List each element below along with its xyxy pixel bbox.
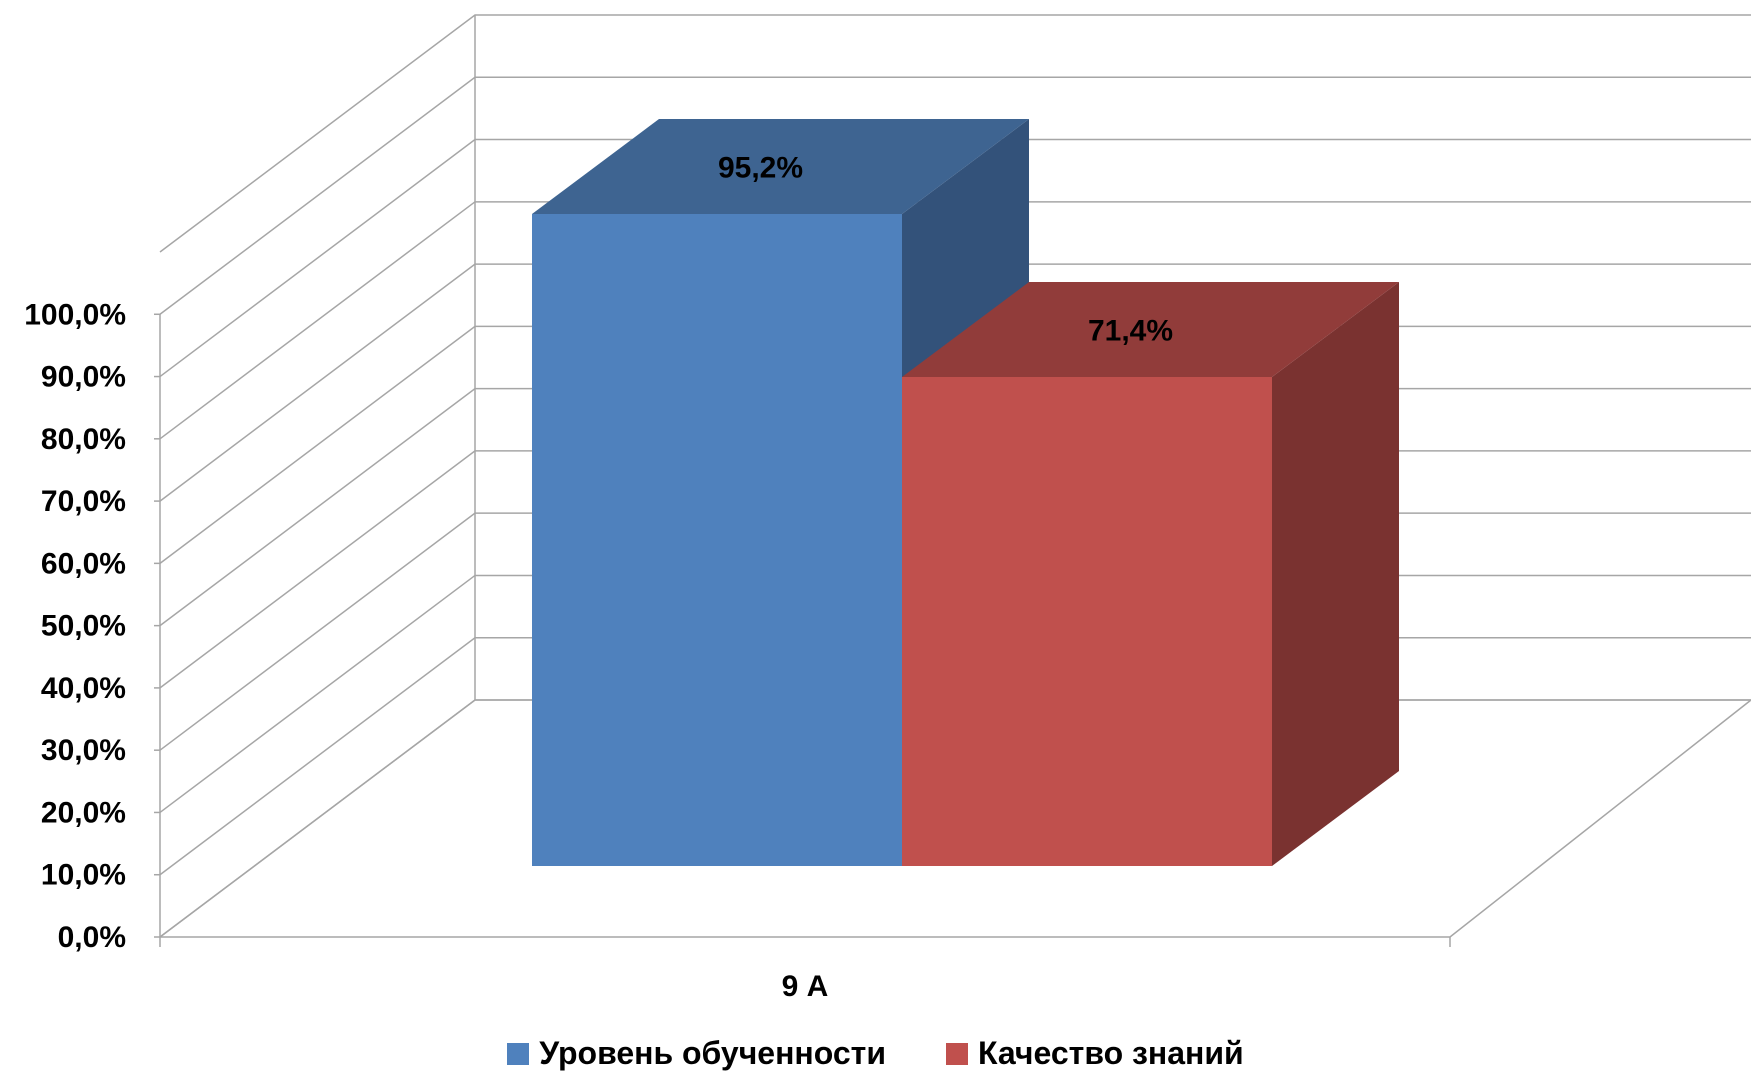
gridline	[159, 201, 1751, 440]
bar-front-series-1	[902, 377, 1272, 866]
legend: Уровень обученности Качество знаний	[0, 1035, 1751, 1072]
gridline	[159, 138, 1751, 378]
gridline	[159, 263, 1751, 502]
y-tick-label: 90,0%	[41, 361, 126, 394]
bars-layer	[532, 119, 1399, 866]
data-label-series-0: 95,2%	[718, 152, 803, 185]
bar-side-series-1	[1272, 282, 1399, 866]
y-tick-label: 30,0%	[41, 734, 126, 767]
y-tick-label: 100,0%	[24, 298, 126, 331]
legend-label: Уровень обученности	[539, 1035, 886, 1071]
legend-item-series-1: Качество знаний	[945, 1035, 1244, 1072]
gridline	[159, 76, 1751, 315]
y-tick-label: 50,0%	[41, 610, 126, 643]
y-tick-label: 70,0%	[41, 485, 126, 518]
legend-label: Качество знаний	[977, 1035, 1244, 1071]
y-tick-label: 10,0%	[41, 859, 126, 892]
y-tick-label: 0,0%	[58, 921, 126, 954]
legend-item-series-0: Уровень обученности	[507, 1035, 886, 1072]
y-tick-label: 40,0%	[41, 672, 126, 705]
data-label-series-1: 71,4%	[1088, 315, 1173, 348]
bar-top-series-1	[902, 282, 1399, 377]
y-tick-label: 20,0%	[41, 796, 126, 829]
labels-layer: 95,2% 71,4% 9 А	[718, 152, 1173, 1004]
bar-front-series-0	[532, 214, 902, 866]
y-tick-label: 80,0%	[41, 423, 126, 456]
gridline	[159, 14, 1751, 253]
bar-top-series-0	[532, 119, 1029, 214]
legend-swatch	[507, 1042, 530, 1065]
legend-swatch	[945, 1042, 968, 1065]
grid-layer	[159, 14, 1751, 938]
y-tick-label: 60,0%	[41, 547, 126, 580]
axis-layer: 0,0% 10,0% 20,0% 30,0% 40,0% 50,0% 60,0% 70,0% 8…	[24, 298, 1451, 954]
x-category-label: 9 А	[782, 970, 829, 1003]
